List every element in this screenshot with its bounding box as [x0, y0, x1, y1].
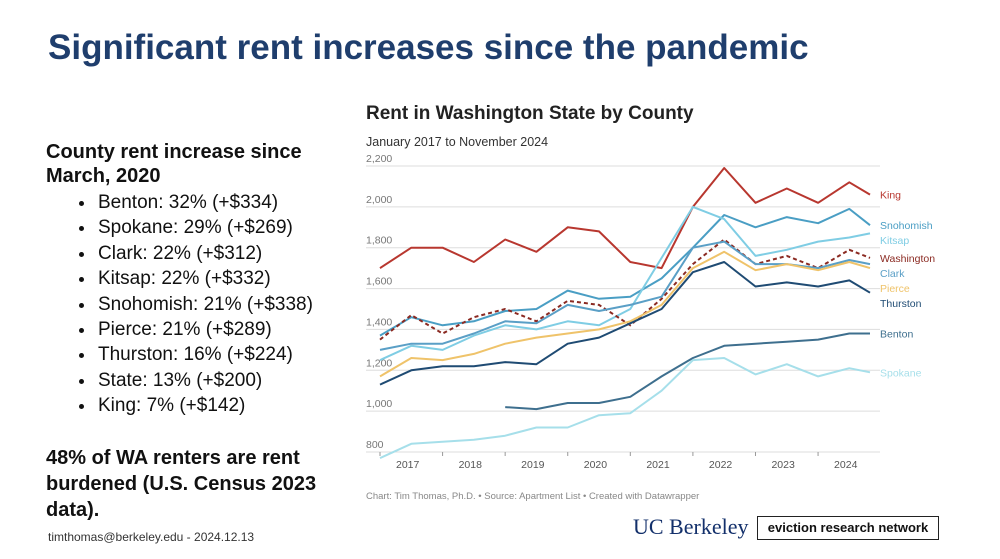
x-tick-label: 2021: [646, 459, 670, 471]
series-line: [379, 240, 871, 351]
logo: UC Berkeley: [633, 514, 749, 539]
chart-title: Rent in Washington State by County: [366, 103, 694, 124]
x-tick-label: 2024: [834, 459, 858, 471]
bullet-list: Benton: 32% (+$334)Spokane: 29% (+$269)C…: [46, 190, 356, 419]
y-tick-label: 1,800: [366, 235, 392, 247]
series-line: [379, 250, 871, 378]
slide-title: Significant rent increases since the pan…: [48, 28, 809, 67]
y-tick-label: 1,400: [366, 316, 392, 328]
legend-label: Thurston: [880, 298, 922, 310]
series-line: [505, 332, 870, 411]
summary-heading: County rent increase since March, 2020: [46, 141, 302, 187]
series-line: [379, 261, 871, 386]
bullet: Pierce: 21% (+$289): [96, 317, 356, 342]
chart-subtitle: January 2017 to November 2024: [366, 135, 548, 149]
x-tick-label: 2019: [521, 459, 545, 471]
series-line: [379, 167, 871, 270]
bullet: Snohomish: 21% (+$338): [96, 292, 356, 317]
chart-source: Chart: Tim Thomas, Ph.D. • Source: Apart…: [366, 491, 699, 502]
bullet: Benton: 32% (+$334): [96, 190, 356, 215]
bullet: State: 13% (+$200): [96, 368, 356, 393]
series-line: [379, 207, 871, 337]
y-tick-label: 1,000: [366, 398, 392, 410]
legend-label: Benton: [880, 329, 913, 341]
note: 48% of WA renters are rent burdened (U.S…: [46, 446, 317, 521]
bullet: Clark: 22% (+$312): [96, 241, 356, 266]
x-tick-label: 2018: [459, 459, 483, 471]
legend-label: Snohomish: [880, 220, 933, 232]
x-tick-label: 2020: [584, 459, 608, 471]
x-tick-label: 2017: [396, 459, 420, 471]
legend-label: Washington: [880, 253, 935, 265]
legend-label: King: [880, 190, 901, 202]
series-line: [379, 357, 871, 460]
y-tick-label: 800: [366, 439, 384, 451]
series-line: [379, 238, 871, 341]
y-tick-label: 2,200: [366, 153, 392, 165]
bullet: Spokane: 29% (+$269): [96, 215, 356, 240]
x-tick-label: 2022: [709, 459, 733, 471]
y-tick-label: 1,200: [366, 357, 392, 369]
legend-label: Spokane: [880, 367, 922, 379]
bullet: Kitsap: 22% (+$332): [96, 266, 356, 291]
legend-label: Clark: [880, 268, 905, 280]
bullet: Thurston: 16% (+$224): [96, 342, 356, 367]
legend-label: Pierce: [880, 283, 910, 295]
logo: eviction research network: [757, 516, 939, 540]
footer: timthomas@berkeley.edu - 2024.12.13: [48, 530, 255, 544]
bullet: King: 7% (+$142): [96, 393, 356, 418]
series-line: [379, 205, 871, 362]
legend-label: Kitsap: [880, 235, 909, 247]
y-tick-label: 1,600: [366, 276, 392, 288]
x-tick-label: 2023: [771, 459, 795, 471]
y-tick-label: 2,000: [366, 194, 392, 206]
summary: County rent increase since March, 2020 B…: [46, 140, 356, 523]
